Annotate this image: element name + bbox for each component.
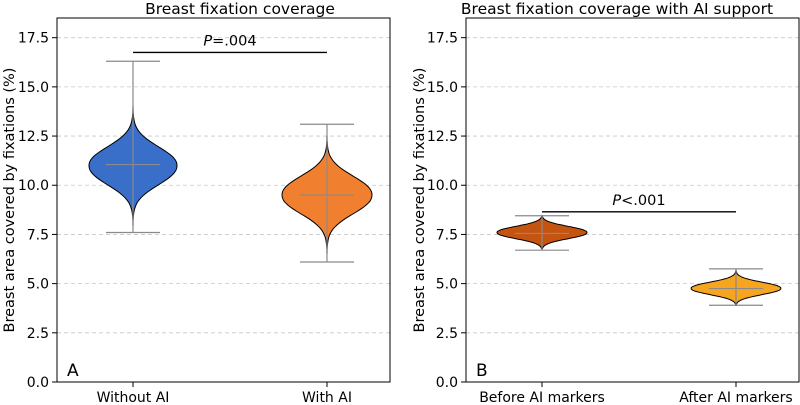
panel-a-y-tick-label: 2.5 [27, 326, 49, 342]
panel-a-axes-frame [56, 17, 391, 383]
panel-a-y-tick-label: 10.0 [18, 178, 49, 194]
panel-a-y-tick-label: 5.0 [27, 277, 49, 293]
panel-a-y-axis: 0.0 2.5 5.0 7.5 10.0 12.5 15.0 17.5 [18, 31, 57, 391]
panel-b-x-tick-label: Before AI markers [479, 390, 605, 405]
panel-a-title: Breast fixation coverage [145, 0, 335, 18]
panel-b-x-tick-label: After AI markers [679, 390, 792, 405]
panel-a-y-tick-label: 17.5 [18, 31, 49, 47]
panel-b-x-axis: Before AI markers After AI markers [479, 382, 793, 405]
panel-a-y-tick-label: 12.5 [18, 129, 49, 145]
panel-b-y-axis: 0.0 2.5 5.0 7.5 10.0 12.5 15.0 17.5 [427, 31, 466, 391]
panel-b-y-tick-label: 7.5 [436, 227, 458, 243]
panel-b-y-tick-label: 0.0 [436, 375, 458, 391]
panel-b-y-tick-label: 2.5 [436, 326, 458, 342]
panel-a-y-tick-label: 0.0 [27, 375, 49, 391]
panel-a-violins [88, 60, 373, 263]
panel-b-axes-frame [465, 17, 800, 383]
panel-a-p-value: P=.004 [203, 33, 256, 49]
panel-a-x-axis: Without AI With AI [97, 382, 352, 405]
panel-b-letter: B [476, 361, 488, 381]
panel-b-p-value: P<.001 [612, 193, 665, 209]
panel-a-x-tick-label: Without AI [97, 390, 170, 405]
panel-b-y-tick-label: 10.0 [427, 178, 458, 194]
panel-b-y-tick-label: 17.5 [427, 31, 458, 47]
panel-a-x-tick-label: With AI [302, 390, 352, 405]
panel-b-title: Breast fixation coverage with AI support [461, 0, 773, 18]
panel-b-y-tick-label: 5.0 [436, 277, 458, 293]
panel-a-letter: A [67, 361, 79, 381]
panel-b-y-tick-label: 15.0 [427, 80, 458, 96]
panel-a-y-tick-label: 15.0 [18, 80, 49, 96]
panel-b: P<.001 0.0 2.5 5.0 7.5 10.0 12.5 15.0 17.5 Befo… [412, 0, 800, 405]
panel-b-violins [496, 214, 782, 307]
panel-b-y-tick-label: 12.5 [427, 129, 458, 145]
panel-b-y-axis-label: Breast area covered by fixations (%) [412, 68, 428, 333]
panel-a-significance: P=.004 [133, 33, 327, 54]
panel-b-significance: P<.001 [542, 193, 736, 213]
panel-a-y-axis-label: Breast area covered by fixations (%) [2, 68, 18, 333]
panel-a: P=.004 0.0 2.5 5.0 7.5 10.0 12.5 15.0 17.5 With… [2, 0, 391, 405]
panel-a-y-tick-label: 7.5 [27, 227, 49, 243]
